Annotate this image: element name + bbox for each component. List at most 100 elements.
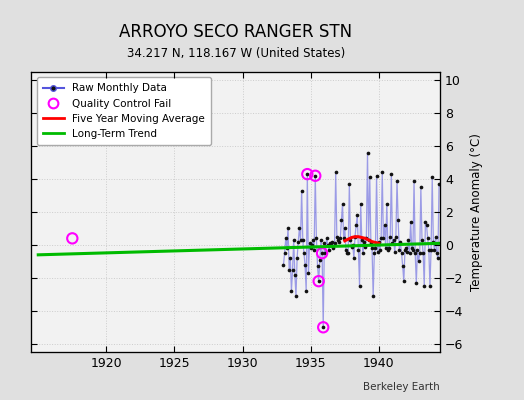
- Point: [326, 240, 334, 246]
- Point: [321, 250, 330, 256]
- Point: [362, 235, 370, 242]
- Point: [398, 263, 407, 270]
- Point: [379, 235, 388, 242]
- Point: [305, 240, 314, 246]
- Point: [373, 172, 381, 179]
- Point: [292, 293, 300, 299]
- Point: [354, 247, 363, 253]
- Point: [329, 245, 337, 252]
- Point: [370, 250, 378, 256]
- Point: [300, 250, 308, 256]
- Point: [318, 250, 326, 256]
- Point: [312, 235, 321, 242]
- Point: [393, 178, 401, 184]
- Point: [384, 247, 392, 253]
- Point: [402, 245, 410, 252]
- Point: [282, 245, 291, 252]
- Point: [368, 245, 376, 252]
- Point: [311, 172, 320, 179]
- Point: [342, 247, 350, 253]
- Point: [430, 247, 439, 253]
- Y-axis label: Temperature Anomaly (°C): Temperature Anomaly (°C): [471, 133, 483, 291]
- Point: [424, 247, 433, 253]
- Point: [291, 271, 299, 278]
- Point: [332, 169, 340, 176]
- Point: [328, 238, 336, 245]
- Point: [378, 169, 386, 176]
- Point: [319, 324, 328, 330]
- Point: [427, 247, 435, 253]
- Point: [410, 178, 418, 184]
- Legend: Raw Monthly Data, Quality Control Fail, Five Year Moving Average, Long-Term Tren: Raw Monthly Data, Quality Control Fail, …: [37, 77, 211, 145]
- Point: [363, 150, 372, 156]
- Point: [367, 240, 375, 246]
- Point: [351, 234, 359, 240]
- Point: [381, 245, 390, 252]
- Point: [307, 245, 315, 252]
- Point: [323, 242, 332, 248]
- Point: [331, 240, 339, 246]
- Point: [309, 237, 317, 243]
- Point: [335, 238, 343, 245]
- Point: [404, 237, 412, 243]
- Point: [416, 250, 424, 256]
- Point: [68, 235, 77, 242]
- Point: [423, 235, 432, 242]
- Point: [298, 187, 306, 194]
- Point: [341, 225, 349, 232]
- Point: [350, 255, 358, 261]
- Point: [361, 243, 369, 250]
- Point: [340, 235, 348, 242]
- Point: [396, 238, 405, 245]
- Point: [376, 247, 384, 253]
- Point: [303, 171, 311, 177]
- Point: [327, 242, 335, 248]
- Point: [419, 250, 427, 256]
- Point: [296, 237, 304, 243]
- Point: [388, 240, 397, 246]
- Text: Berkeley Earth: Berkeley Earth: [364, 382, 440, 392]
- Point: [375, 238, 383, 245]
- Point: [322, 235, 331, 242]
- Point: [333, 234, 341, 240]
- Point: [400, 278, 408, 284]
- Point: [310, 247, 318, 253]
- Point: [409, 247, 417, 253]
- Point: [344, 250, 353, 256]
- Point: [369, 293, 377, 299]
- Point: [364, 237, 373, 243]
- Point: [318, 250, 326, 256]
- Point: [358, 237, 366, 243]
- Point: [313, 263, 322, 270]
- Point: [421, 219, 430, 225]
- Point: [280, 250, 289, 256]
- Point: [360, 238, 368, 245]
- Point: [435, 181, 443, 187]
- Point: [366, 174, 374, 181]
- Point: [352, 222, 361, 228]
- Point: [397, 250, 406, 256]
- Point: [325, 247, 333, 253]
- Point: [432, 250, 441, 256]
- Point: [390, 248, 399, 255]
- Point: [348, 242, 357, 248]
- Point: [311, 172, 320, 179]
- Point: [374, 248, 382, 255]
- Point: [401, 247, 409, 253]
- Point: [286, 255, 294, 261]
- Point: [383, 200, 391, 207]
- Point: [418, 237, 426, 243]
- Point: [346, 237, 355, 243]
- Point: [301, 262, 309, 268]
- Point: [336, 235, 344, 242]
- Point: [394, 217, 402, 224]
- Point: [289, 237, 298, 243]
- Point: [420, 283, 429, 289]
- Point: [411, 250, 419, 256]
- Point: [343, 250, 351, 256]
- Point: [315, 256, 324, 263]
- Text: 34.217 N, 118.167 W (United States): 34.217 N, 118.167 W (United States): [127, 48, 345, 60]
- Point: [391, 234, 400, 240]
- Point: [314, 278, 323, 284]
- Point: [347, 243, 356, 250]
